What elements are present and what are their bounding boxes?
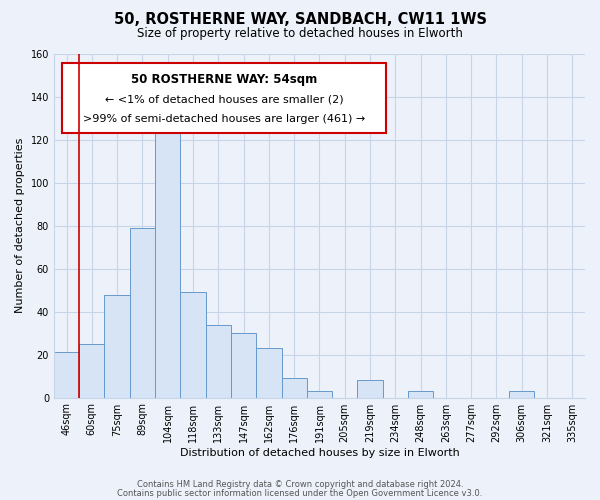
FancyBboxPatch shape (62, 62, 386, 133)
Text: Size of property relative to detached houses in Elworth: Size of property relative to detached ho… (137, 28, 463, 40)
Bar (307, 391, 332, 398)
X-axis label: Distribution of detached houses by size in Elworth: Distribution of detached houses by size … (179, 448, 460, 458)
Bar (408, 391, 433, 398)
Bar (79, 344, 104, 398)
Y-axis label: Number of detached properties: Number of detached properties (15, 138, 25, 314)
Text: Contains HM Land Registry data © Crown copyright and database right 2024.: Contains HM Land Registry data © Crown c… (137, 480, 463, 489)
Bar (509, 391, 535, 398)
Bar (155, 127, 181, 398)
Bar (104, 294, 130, 398)
Bar (256, 348, 281, 398)
Text: >99% of semi-detached houses are larger (461) →: >99% of semi-detached houses are larger … (83, 114, 365, 124)
Text: ← <1% of detached houses are smaller (2): ← <1% of detached houses are smaller (2) (104, 94, 343, 104)
Text: Contains public sector information licensed under the Open Government Licence v3: Contains public sector information licen… (118, 489, 482, 498)
Bar (281, 378, 307, 398)
Text: 50, ROSTHERNE WAY, SANDBACH, CW11 1WS: 50, ROSTHERNE WAY, SANDBACH, CW11 1WS (113, 12, 487, 28)
Bar (181, 292, 206, 398)
Bar (206, 324, 231, 398)
Bar (231, 333, 256, 398)
Bar (130, 228, 155, 398)
Bar (358, 380, 383, 398)
Bar (54, 352, 79, 398)
Text: 50 ROSTHERNE WAY: 54sqm: 50 ROSTHERNE WAY: 54sqm (131, 72, 317, 86)
